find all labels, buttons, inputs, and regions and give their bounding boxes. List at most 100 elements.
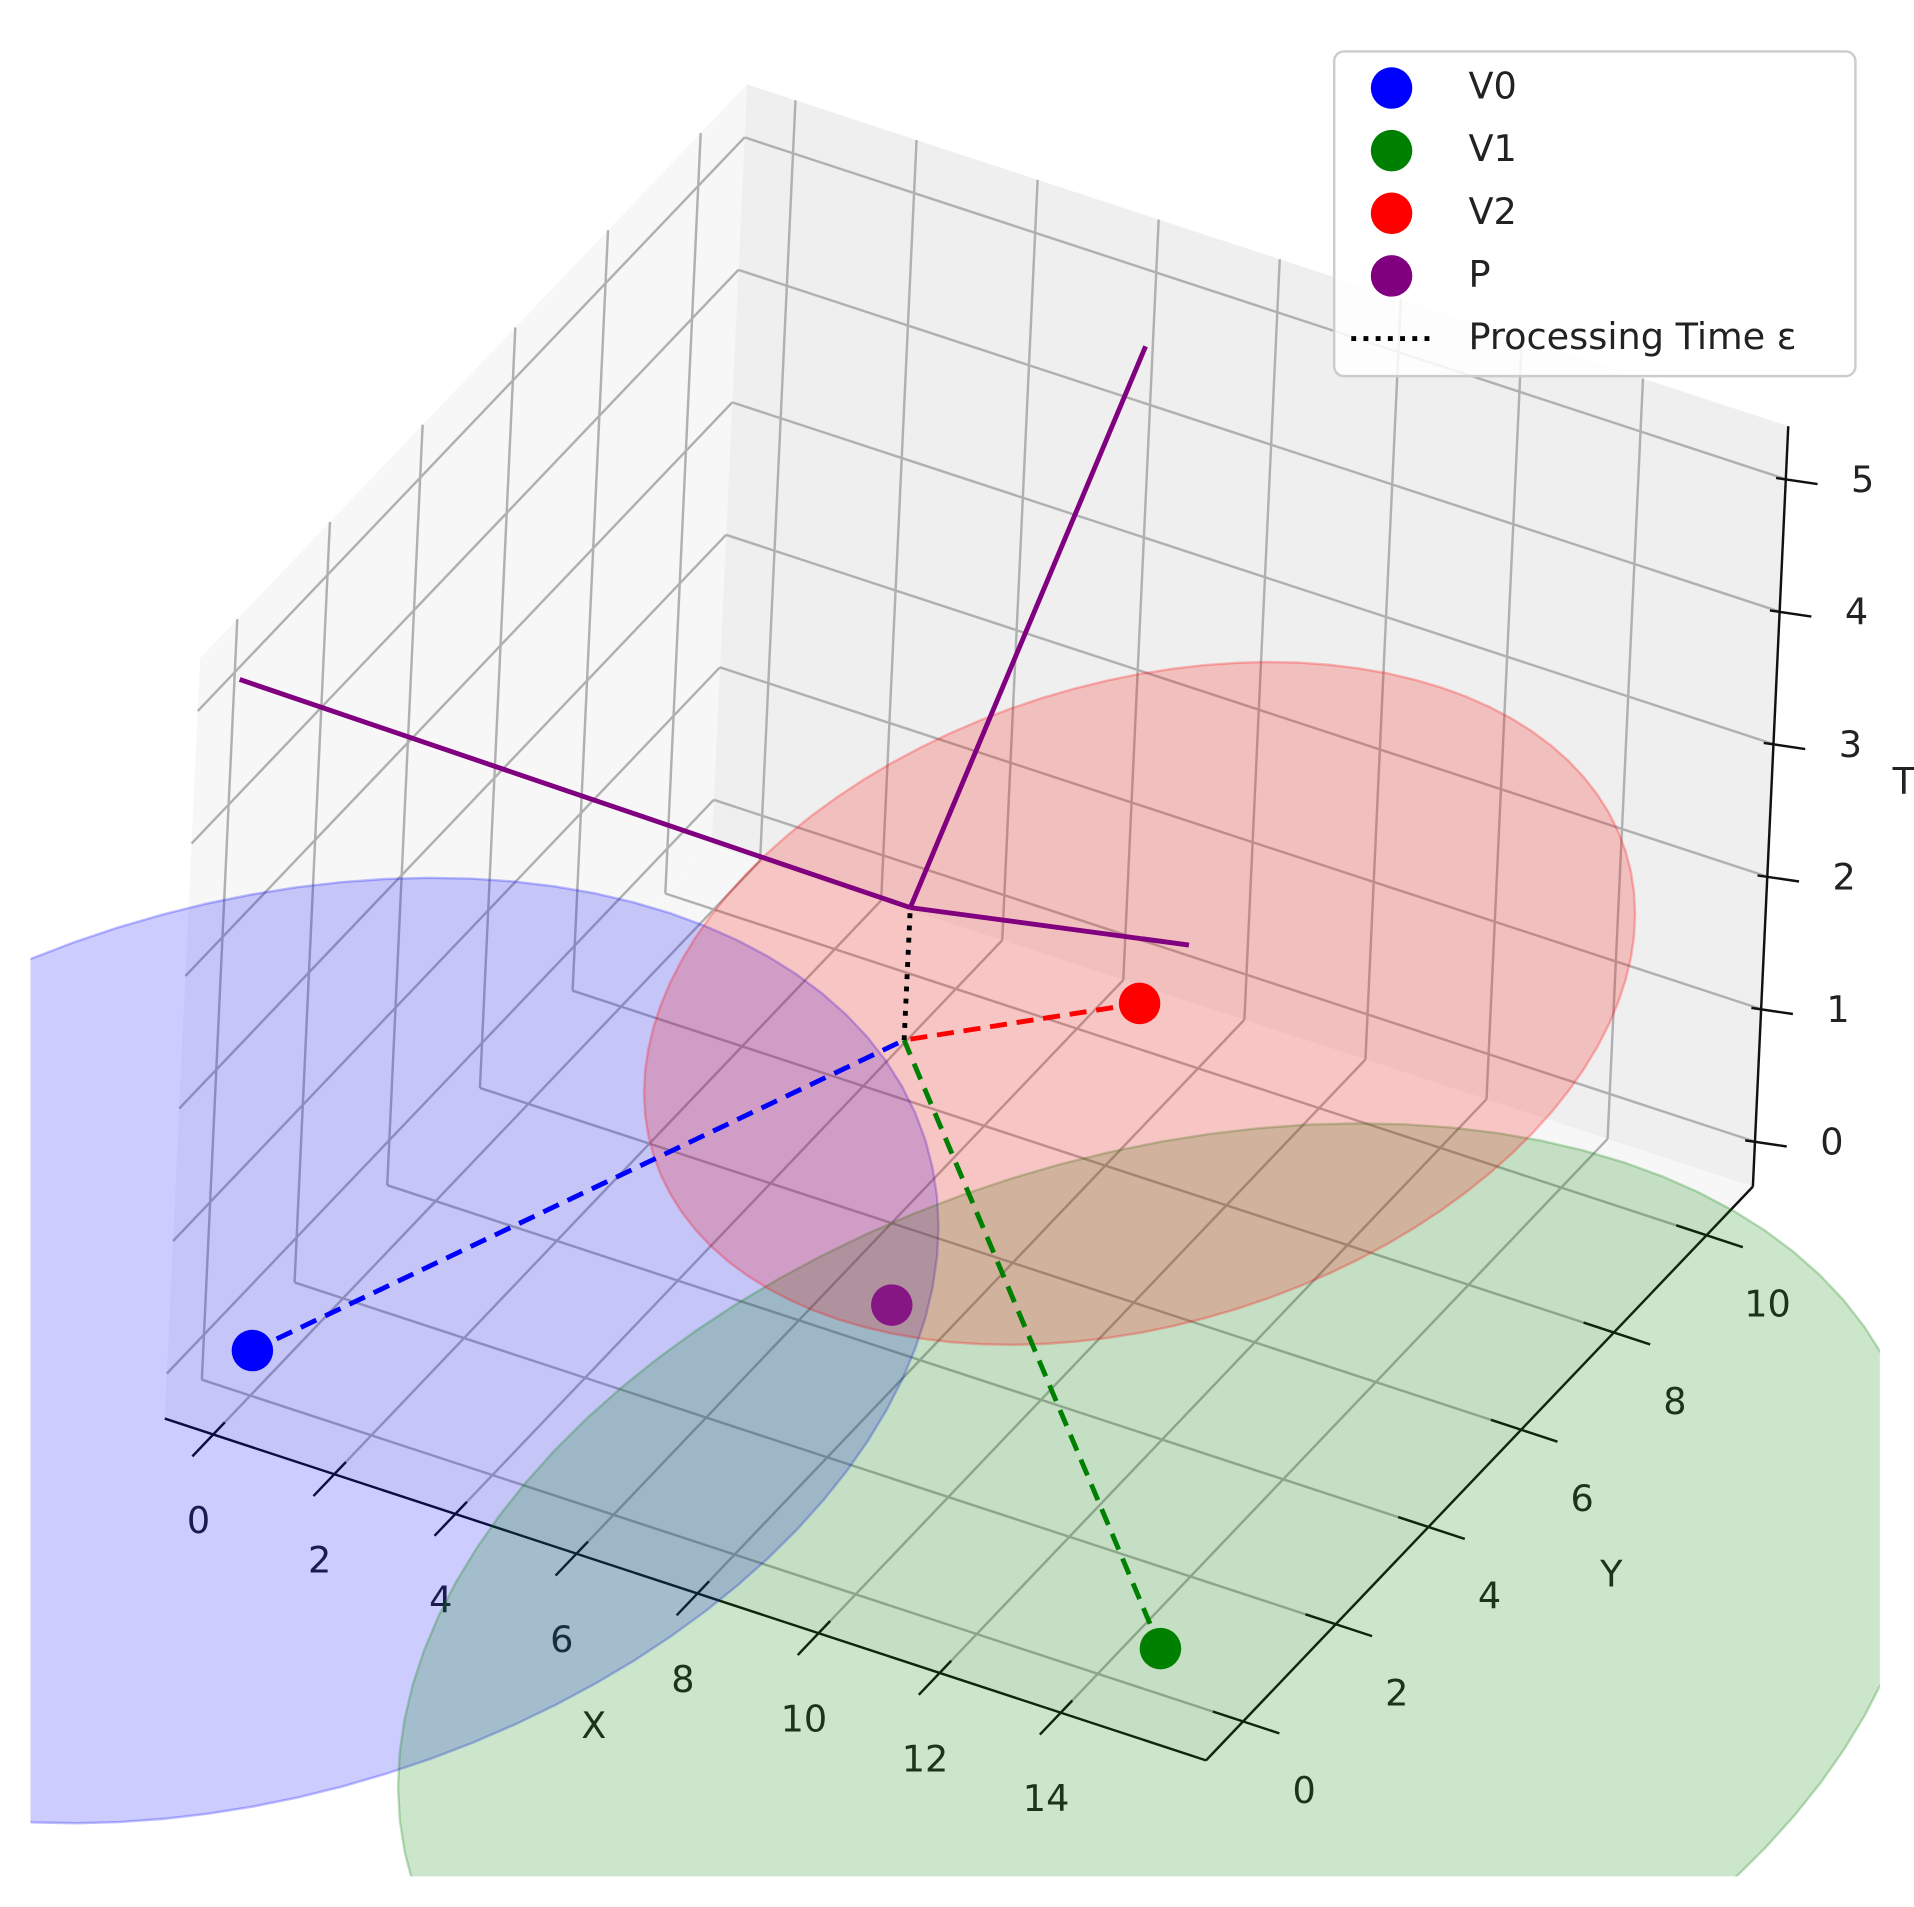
legend-label: V2 (1468, 190, 1516, 233)
grid-line (1364, 298, 1403, 1060)
x-tick-label: 6 (550, 1618, 573, 1661)
y-tick (1397, 1515, 1466, 1541)
z-tick-label: 1 (1826, 988, 1849, 1031)
grid-line (386, 1184, 1429, 1529)
z-tick (1757, 874, 1800, 883)
legend-box (1332, 50, 1857, 378)
x-tick-label: 0 (187, 1499, 210, 1542)
x-tick (554, 1540, 589, 1577)
grid-line (938, 1098, 1488, 1674)
x-tick-label: 14 (1023, 1777, 1070, 1820)
grid-line (166, 798, 715, 1375)
point (231, 1329, 274, 1372)
y-tick (1305, 1613, 1373, 1638)
y-tick (1675, 1224, 1744, 1249)
grid-line (1606, 378, 1645, 1140)
grid-line (571, 230, 610, 991)
point (1118, 982, 1161, 1025)
legend: V0 V1 V2 P Processing Time ε (1332, 50, 1857, 378)
grid-line (1243, 259, 1281, 1020)
grid-line (731, 401, 1774, 746)
y-axis (1205, 1185, 1754, 1762)
cone-line (909, 905, 1190, 948)
y-tick-label: 2 (1385, 1672, 1408, 1715)
grid-line (696, 1018, 1246, 1595)
z-axis (1751, 426, 1790, 1187)
z-tick (1769, 609, 1812, 618)
legend-marker (1370, 129, 1413, 172)
x-tick (433, 1500, 468, 1537)
grid-line (725, 533, 1768, 878)
grid-line (190, 269, 740, 845)
legend-label: P (1468, 252, 1490, 295)
x-tick (796, 1620, 832, 1656)
cone-line (238, 677, 912, 910)
signal-path (903, 1001, 1140, 1043)
z-tick-label: 0 (1820, 1121, 1843, 1164)
grid-line (201, 1378, 1244, 1723)
grid-line (719, 666, 1762, 1011)
grid-line (478, 327, 517, 1089)
x-tick-label: 12 (902, 1737, 949, 1780)
z-tick (1745, 1139, 1787, 1148)
x-tick-label: 8 (671, 1658, 694, 1701)
x-tick-label: 10 (781, 1698, 828, 1741)
legend-marker (1370, 192, 1413, 235)
x-tick (675, 1580, 710, 1617)
coverage-area (396, 1122, 1880, 1877)
grid-line (184, 401, 734, 977)
z-tick-label: 2 (1833, 856, 1856, 899)
cone-line (908, 345, 1148, 909)
legend-marker (1370, 67, 1413, 109)
point (1139, 1627, 1182, 1670)
legend-label: V0 (1468, 65, 1516, 108)
grid (166, 100, 1787, 1723)
grid-line (1485, 338, 1524, 1100)
grid-line (664, 892, 1707, 1237)
x-tick (312, 1461, 347, 1497)
y-tick (1490, 1418, 1558, 1443)
signal-path (901, 1039, 1163, 1650)
grid-line (1122, 219, 1160, 981)
x-tick-label: 4 (429, 1578, 452, 1621)
grid-line (817, 1058, 1367, 1635)
grid-line (196, 136, 746, 712)
grid-line (293, 521, 332, 1283)
coverage-area (30, 876, 940, 1825)
y-tick-label: 10 (1744, 1283, 1791, 1326)
grid-line (200, 619, 239, 1380)
legend-label: V1 (1468, 127, 1516, 170)
y-tick (1212, 1710, 1280, 1735)
y-tick-label: 4 (1478, 1574, 1501, 1617)
x-axis (164, 1417, 1207, 1762)
y-tick-label: 6 (1571, 1477, 1594, 1520)
grid-line (738, 268, 1781, 613)
y-tick (1583, 1321, 1651, 1346)
grid-line (879, 139, 918, 901)
floor-pane (164, 844, 1753, 1761)
grid-line (294, 1281, 1337, 1626)
y-axis-label: Y (1599, 1553, 1623, 1596)
grid-line (454, 939, 1004, 1515)
grid-line (172, 666, 721, 1242)
z-tick-label: 5 (1851, 458, 1874, 501)
grid-line (713, 798, 1756, 1143)
grid-line (1001, 179, 1039, 941)
z-tick (1763, 741, 1806, 751)
x-axis-label: X (581, 1704, 606, 1747)
x-tick (1038, 1699, 1074, 1736)
grid-line (386, 424, 424, 1186)
grid-line (479, 1086, 1522, 1431)
z-tick (1751, 1006, 1794, 1016)
legend-marker (1370, 255, 1413, 297)
grid-line (664, 132, 702, 894)
grid-line (744, 136, 1787, 481)
processing-line (901, 907, 913, 1041)
z-axis-label: T (1892, 760, 1914, 803)
grid-line (178, 534, 727, 1110)
z-tick (1775, 476, 1818, 486)
